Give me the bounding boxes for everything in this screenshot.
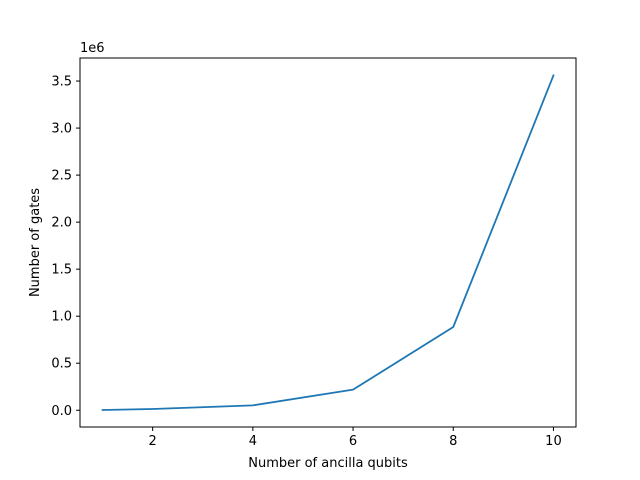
y-tick-label: 0.5 xyxy=(51,357,72,372)
y-axis-label: Number of gates xyxy=(28,188,43,297)
x-tick-label: 10 xyxy=(545,434,562,449)
x-tick-label: 6 xyxy=(349,434,357,449)
series-layer xyxy=(101,74,555,411)
y-tick-label: 1.0 xyxy=(51,310,72,325)
y-tick-label: 3.0 xyxy=(51,122,72,137)
series-line xyxy=(101,74,555,411)
x-tick-label: 8 xyxy=(449,434,457,449)
y-tick-label: 1.5 xyxy=(51,263,72,278)
x-tick-label: 2 xyxy=(149,434,157,449)
x-tick-label: 4 xyxy=(249,434,257,449)
x-axis-label: Number of ancilla qubits xyxy=(248,456,408,471)
y-tick-label: 2.0 xyxy=(51,216,72,231)
x-axis-ticks: 2 4 6 8 10 xyxy=(149,427,562,449)
axes-frame xyxy=(79,57,577,428)
y-axis-offset-label: 1e6 xyxy=(80,41,105,56)
y-axis-ticks: 0.0 0.5 1.0 1.5 2.0 2.5 3.0 3.5 xyxy=(51,75,80,419)
y-tick-label: 3.5 xyxy=(51,75,72,90)
y-tick-label: 2.5 xyxy=(51,169,72,184)
y-tick-label: 0.0 xyxy=(51,404,72,419)
